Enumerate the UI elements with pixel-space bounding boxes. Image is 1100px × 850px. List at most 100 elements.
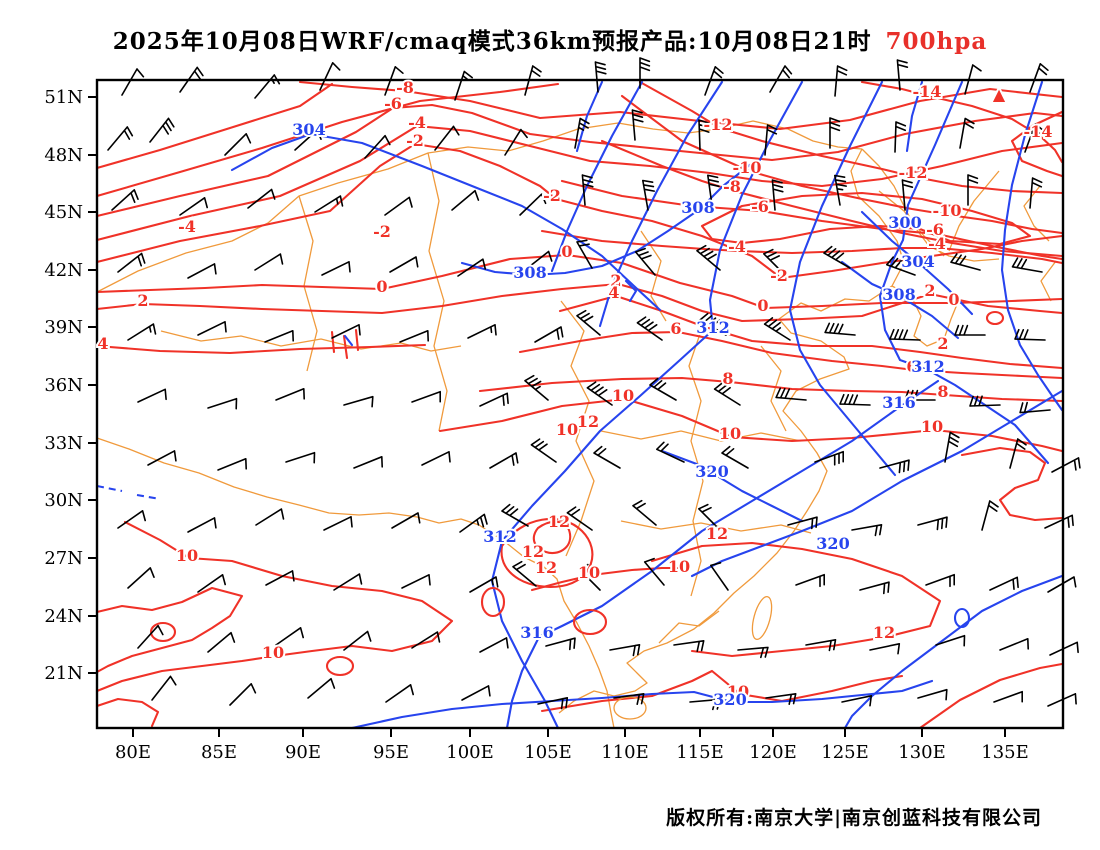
wind-barb (434, 125, 460, 151)
wind-barb (459, 513, 488, 533)
temperature-contour (500, 518, 594, 588)
wind-barb (364, 134, 391, 159)
wind-barb (323, 516, 353, 531)
wind-barb (721, 445, 749, 469)
contour-value-label: 0 (948, 290, 959, 309)
temperature-contour (298, 80, 1064, 131)
wind-barb (1024, 123, 1044, 153)
wind-barb (643, 557, 665, 586)
wind-barb (699, 312, 727, 336)
temperature-contour (95, 253, 1064, 310)
contour-value-label: 8 (937, 382, 948, 401)
contour-value-label: -4 (178, 217, 196, 236)
contour-value-label: 6 (670, 319, 681, 338)
wind-barb (1047, 693, 1077, 707)
height-contour (230, 132, 662, 312)
contour-value-label: -4 (408, 113, 426, 132)
contour-value-label: 10 (176, 546, 198, 565)
contour-value-label: 316 (520, 623, 553, 642)
map-frame (95, 78, 1065, 730)
contour-value-label: 10 (578, 563, 600, 582)
wind-barb (401, 574, 431, 589)
wind-barb (896, 59, 909, 91)
temperature-contour (95, 82, 334, 170)
wind-barb (649, 377, 677, 401)
wind-barb (673, 640, 705, 652)
wind-barb (959, 117, 975, 149)
temperature-contour (95, 520, 454, 693)
wind-barb (504, 128, 528, 156)
contour-value-label: 10 (921, 417, 943, 436)
wind-barb (696, 244, 721, 271)
wind-barb (944, 431, 960, 463)
temperature-contour (95, 697, 160, 728)
x-axis-label: 90E (285, 742, 321, 763)
wind-barb (841, 695, 873, 707)
height-contour (905, 80, 924, 153)
x-axis-label: 110E (601, 742, 649, 763)
contour-value-label: 308 (681, 198, 714, 217)
wind-barb (467, 324, 497, 339)
wind-barb (834, 174, 847, 206)
orange-closed-contour (613, 696, 647, 720)
wind-barb (578, 563, 601, 591)
contour-value-label: 12 (548, 512, 570, 531)
y-axis-label: 30N (44, 490, 83, 511)
wind-barb (824, 322, 856, 336)
wind-barb (501, 503, 529, 527)
contour-value-label: -6 (384, 94, 402, 113)
contour-value-label: 6 (906, 357, 917, 376)
temperature-contour (354, 328, 360, 352)
contour-value-label: -10 (933, 201, 962, 220)
wind-barb (713, 382, 741, 406)
wind-barb (307, 677, 336, 699)
wind-barb (574, 117, 590, 149)
height-contour (350, 679, 934, 730)
contour-value-label: -14 (1024, 122, 1053, 141)
temperature-contour (1010, 110, 1064, 178)
temperature-contour (95, 103, 1064, 218)
geo-border-line (878, 190, 945, 257)
wind-barb (636, 316, 663, 341)
wind-barb (814, 450, 844, 466)
wind-barb (537, 697, 569, 710)
wind-barb (197, 321, 227, 336)
wind-barb (805, 639, 837, 652)
temperature-contour (95, 124, 1064, 242)
wind-barb (331, 324, 361, 339)
geo-border-line (96, 120, 863, 293)
wind-barb (275, 627, 304, 646)
wind-barb (698, 503, 721, 531)
wind-barb (229, 683, 257, 706)
x-axis-label: 95E (373, 742, 409, 763)
contour-value-label: -2 (770, 266, 788, 285)
contour-value-label: -2 (373, 222, 391, 241)
wind-barb (461, 685, 491, 701)
temperature-contour (620, 94, 1064, 235)
temperature-contour (478, 376, 1064, 403)
wind-barb (524, 250, 553, 271)
y-axis-label: 42N (44, 260, 83, 281)
wind-barb (391, 512, 421, 529)
wind-barb (1047, 576, 1077, 593)
temperature-contour (95, 343, 427, 355)
x-axis-label: 85E (201, 742, 237, 763)
y-axis-label: 21N (44, 663, 83, 684)
wind-barb (1051, 457, 1081, 473)
contour-value-label: 10 (719, 424, 741, 443)
y-axis-label: 36N (44, 375, 83, 396)
wind-barb (566, 506, 593, 531)
wind-barb (151, 675, 177, 701)
wind-barb (343, 630, 372, 651)
orange-closed-contour (751, 595, 773, 641)
geo-border-line (298, 195, 318, 372)
wind-barb (314, 195, 344, 213)
wind-barb (631, 109, 644, 141)
wind-barb (389, 256, 419, 273)
wind-barb (137, 388, 167, 403)
wind-barb (869, 643, 901, 655)
red-closed-contour (572, 608, 608, 636)
height-contour-dashed (136, 493, 161, 501)
